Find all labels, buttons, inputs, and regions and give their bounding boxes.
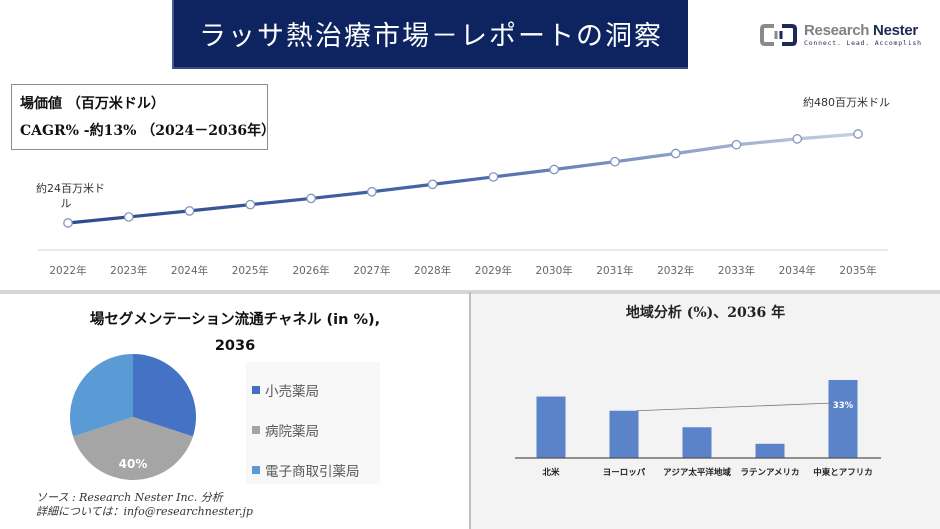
x-axis-tick-label: 2035年 [839,264,876,277]
region-bar [536,396,566,458]
research-nester-logo: Research Nester Connect. Lead. Accomplis… [760,20,935,50]
logo-name: Research Nester [804,22,918,40]
section-divider-vertical [469,292,471,529]
pie-slice [133,354,197,437]
x-axis-tick-label: 2032年 [657,264,694,277]
logo-tagline: Connect. Lead. Accomplish [804,39,922,48]
bar-chart-title: 地域分析 (%)、2036 年 [625,305,786,321]
market-value-line-chart: 2022年 2023年 2024年 2025年 2026年 2027年 2028年 2029年… [36,95,890,277]
data-point-marker [245,199,256,210]
x-axis-tick-label: 2031年 [596,264,633,277]
x-axis-tick-label: 2025年 [232,264,269,277]
x-axis-tick-label: 2034年 [779,264,816,277]
data-point-marker [853,129,863,139]
legend-label: 小売薬局 [265,384,319,400]
data-point-marker [549,164,560,175]
data-point-marker [123,212,134,222]
svg-text:ル: ル [61,197,72,210]
data-point-marker [184,206,195,216]
region-bar [828,380,858,458]
x-axis-tick-label: 2030年 [536,264,573,277]
data-point-marker [792,134,803,144]
data-point-marker [306,193,316,204]
region-bar [609,410,639,458]
x-axis-tick-label: 2033年 [718,264,755,277]
legend-swatch-icon [252,466,260,474]
bar-category-label: 北米 [542,467,560,478]
legend-swatch-icon [252,426,260,434]
pie-slice [69,354,133,437]
cagr-label: CAGR% -約13% （2024－2036年） [20,123,276,139]
regional-analysis-panel: 地域分析 (%)、2036 年 北米 ヨーロッパ アジア太平洋地域 ラテンアメリカ 中東… [471,294,940,529]
x-axis-tick-label: 2022年 [49,264,86,277]
regional-bar-chart: 北米 ヨーロッパ アジア太平洋地域 ラテンアメリカ 中東とアフリカ 33% [515,380,881,478]
bar-category-label: アジア太平洋地域 [663,467,731,478]
legend-swatch-icon [252,386,260,394]
data-label-leader-line [636,402,834,412]
legend-item: 病院薬局 [252,410,380,450]
bar-data-label: 33% [833,401,854,411]
data-point-marker [488,172,499,182]
pie-data-label: 40% [119,457,148,471]
pie-slice [73,417,193,480]
page-title: ラッサ熱治療市場－レポートの洞察 [199,21,663,52]
pie-legend: 小売薬局病院薬局電子商取引薬局 [246,362,380,484]
data-point-marker [366,186,377,197]
data-point-marker [427,179,438,190]
x-axis-tick-label: 2024年 [171,264,208,277]
legend-item: 小売薬局 [252,370,380,410]
data-point-marker [63,218,73,228]
legend-label: 病院薬局 [265,424,319,440]
pie-chart-title: 場セグメンテーション流通チャネル (in %), 2036 [89,312,381,354]
source-note: ソース : Research Nester Inc. 分析 詳細については：in… [36,491,253,518]
x-axis-tick-label: 2026年 [292,264,329,277]
market-value-label: 場価値 （百万米ドル） [20,96,165,112]
legend-item: 電子商取引薬局 [252,450,380,490]
start-value-annotation: 約24百万米ド [36,181,105,195]
x-axis-tick-label: 2029年 [475,264,512,277]
logo-mark-icon [760,23,798,47]
bar-category-label: ラテンアメリカ [740,468,799,478]
bar-category-label: 中東とアフリカ [813,467,873,478]
market-info-box: 場価値 （百万米ドル） CAGR% -約13% （2024－2036年） [11,84,276,150]
legend-label: 電子商取引薬局 [265,464,360,480]
data-point-marker [670,148,681,159]
region-bar [755,443,785,458]
market-value-line [67,132,859,225]
region-bar [682,427,712,458]
data-point-marker [731,139,742,150]
x-axis-tick-label: 2027年 [353,264,390,277]
data-point-marker [610,156,620,167]
bar-category-label: ヨーロッパ [603,467,646,478]
distribution-channel-pie-chart: 40% [68,352,198,482]
x-axis-tick-label: 2028年 [414,264,451,277]
end-value-annotation: 約480百万米ドル [803,95,890,109]
title-banner: ラッサ熱治療市場－レポートの洞察 [172,0,688,69]
x-axis-tick-label: 2023年 [110,264,147,277]
